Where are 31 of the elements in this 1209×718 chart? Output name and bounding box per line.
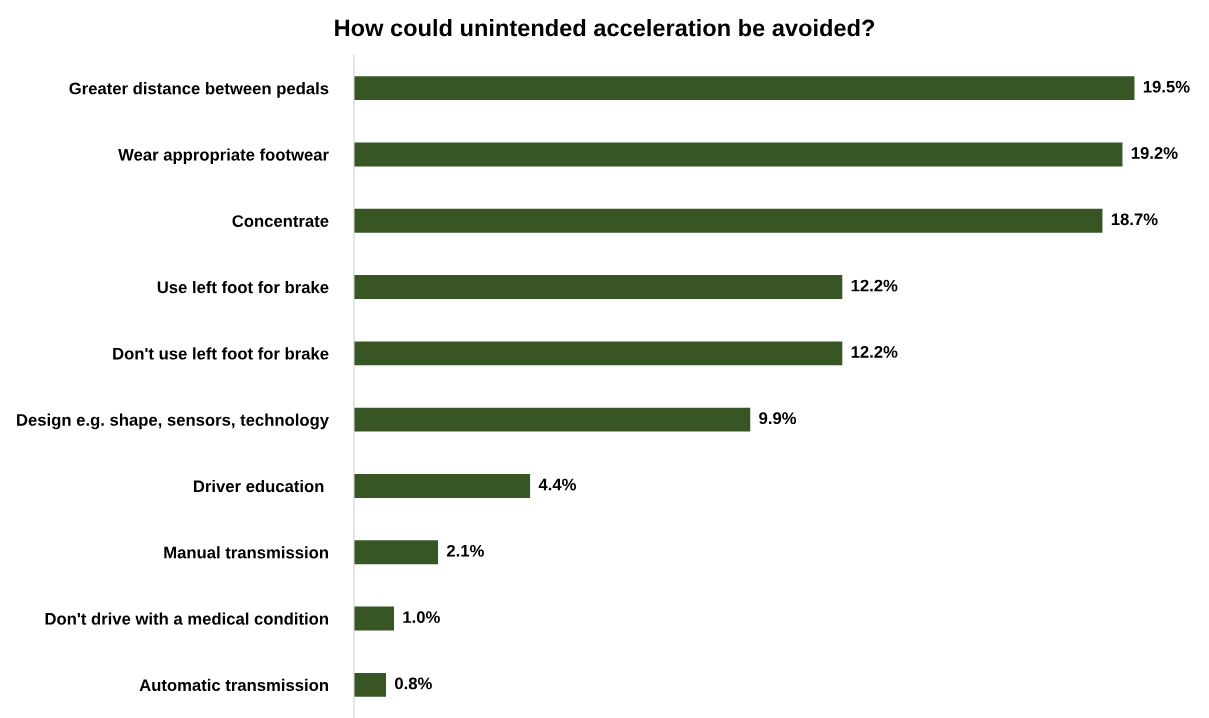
y-tick-label: Don't use left foot for brake xyxy=(113,347,329,360)
data-label: 12.2% xyxy=(851,346,898,358)
data-label: 19.2% xyxy=(1131,147,1178,159)
data-label: 4.4% xyxy=(538,478,576,491)
bar xyxy=(354,208,1103,233)
bar xyxy=(354,275,843,299)
data-label: 12.2% xyxy=(851,279,898,292)
data-label: 19.5% xyxy=(1143,80,1190,93)
bar xyxy=(354,540,439,565)
data-label: 2.1% xyxy=(446,544,484,557)
bar xyxy=(354,76,1135,101)
y-tick-label: Don't drive with a medical condition xyxy=(45,612,328,625)
y-tick-label: Wear appropriate footwear xyxy=(118,148,329,164)
y-tick-label: Manual transmission xyxy=(164,546,328,559)
y-tick-label: Greater distance between pedals xyxy=(69,82,329,98)
bar xyxy=(354,142,1123,167)
y-tick-label: Use left foot for brake xyxy=(157,281,329,294)
data-label: 9.9% xyxy=(759,412,797,425)
bar xyxy=(354,407,751,432)
data-label: 0.8% xyxy=(395,677,432,690)
data-label: 1.0% xyxy=(403,611,440,624)
bar xyxy=(354,474,531,498)
bar xyxy=(354,672,387,697)
y-tick-label: Design e.g. shape, sensors, technology xyxy=(17,413,329,430)
y-tick-label: Driver education xyxy=(193,479,324,493)
y-tick-label: Concentrate xyxy=(232,215,329,227)
chart-title: How could unintended acceleration be avoided? xyxy=(335,19,875,37)
bar xyxy=(354,606,395,631)
data-label: 18.7% xyxy=(1111,213,1158,226)
bar xyxy=(354,341,843,366)
y-tick-label: Automatic transmission xyxy=(139,678,328,692)
